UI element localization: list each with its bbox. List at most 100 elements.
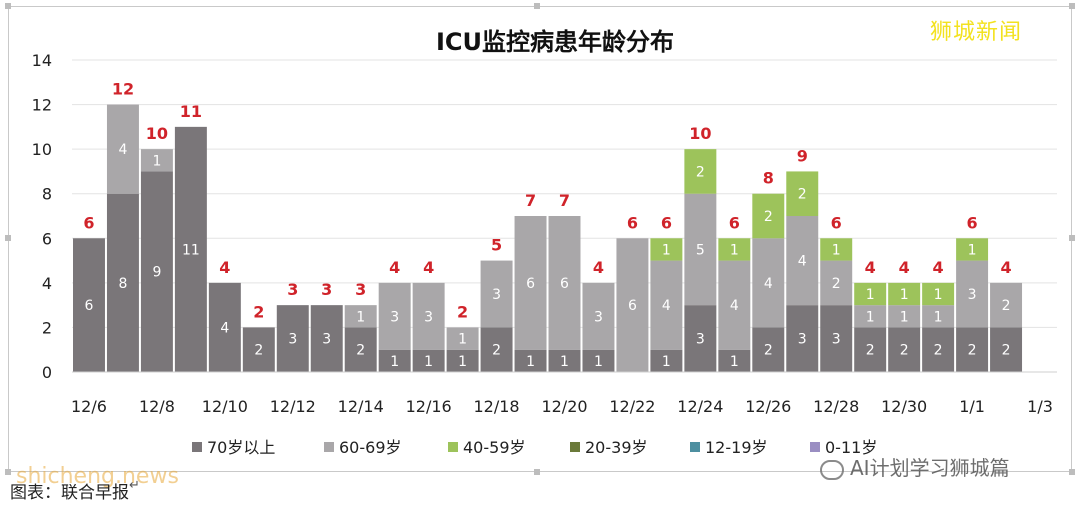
segment-value-label: 2 [764, 343, 773, 359]
segment-value-label: 1 [900, 287, 909, 303]
bar-segment [650, 349, 683, 372]
segment-value-label: 1 [662, 242, 671, 258]
bar-segment [718, 349, 751, 372]
bar-segment [344, 305, 377, 328]
total-value-label: 4 [1000, 258, 1011, 277]
bar-segment [854, 282, 887, 306]
segment-value-label: 11 [182, 242, 200, 258]
x-tick-label: 12/26 [745, 397, 791, 416]
bar-segment [548, 216, 581, 350]
segment-value-label: 3 [968, 287, 977, 303]
source-caption: 图表：联合早报↵ [10, 478, 140, 503]
resize-handle-right[interactable] [1069, 235, 1075, 241]
x-tick-label: 12/16 [406, 397, 452, 416]
segment-value-label: 1 [730, 242, 739, 258]
legend-label: 70岁以上 [207, 438, 275, 457]
bar-segment [854, 327, 887, 372]
total-value-label: 6 [967, 213, 978, 232]
resize-handle-bottom-right[interactable] [1069, 469, 1075, 475]
bar-segment [956, 238, 989, 261]
bar-segment [650, 238, 683, 261]
total-value-label: 2 [457, 302, 468, 321]
segment-value-label: 2 [832, 276, 841, 292]
legend-swatch [324, 442, 334, 452]
bar-segment [378, 349, 411, 372]
resize-handle-top-right[interactable] [1069, 3, 1075, 9]
bar-segment [106, 104, 139, 194]
chart-title: ICU监控病患年龄分布 [436, 28, 674, 56]
resize-handle-top-left[interactable] [5, 3, 11, 9]
segment-value-label: 1 [866, 309, 875, 325]
segment-value-label: 6 [526, 276, 535, 292]
bar-segment [752, 327, 785, 372]
y-tick-label: 2 [42, 318, 52, 337]
bar-segment [514, 216, 547, 350]
resize-handle-left[interactable] [5, 235, 11, 241]
bar-segment [718, 238, 751, 261]
x-tick-label: 12/8 [139, 397, 175, 416]
bar-segment [820, 238, 853, 261]
wechat-watermark-text: AI计划学习狮城篇 [850, 456, 1010, 480]
bar-segment [888, 327, 921, 372]
bar-segment [990, 327, 1023, 372]
bar-segment [786, 305, 819, 372]
segment-value-label: 2 [696, 164, 705, 180]
bar-segment [582, 282, 615, 350]
total-value-label: 5 [491, 236, 502, 255]
wechat-watermark: AI计划学习狮城篇 [820, 452, 1010, 481]
y-tick-label: 0 [42, 363, 52, 382]
bar-segment [548, 349, 581, 372]
segment-value-label: 1 [594, 354, 603, 370]
x-tick-label: 12/6 [71, 397, 107, 416]
total-value-label: 6 [83, 213, 94, 232]
segment-value-label: 4 [798, 254, 807, 270]
total-value-label: 4 [593, 258, 604, 277]
segment-value-label: 2 [1002, 298, 1011, 314]
total-value-label: 10 [689, 124, 711, 143]
resize-handle-bottom[interactable] [534, 469, 540, 475]
resize-handle-top[interactable] [534, 3, 540, 9]
segment-value-label: 1 [968, 242, 977, 258]
total-value-label: 4 [865, 258, 876, 277]
segment-value-label: 1 [526, 354, 535, 370]
legend-swatch [570, 442, 580, 452]
bar-segment [310, 305, 343, 372]
bar-segment [888, 305, 921, 328]
bar-segment [378, 282, 411, 350]
bar-segment [412, 349, 445, 372]
bar-segment [684, 305, 717, 372]
segment-value-label: 3 [424, 309, 433, 325]
total-value-label: 3 [287, 280, 298, 299]
total-value-label: 7 [525, 191, 536, 210]
bars: 6684129110111144223333213134134112235167… [73, 80, 1023, 372]
segment-value-label: 5 [696, 242, 705, 258]
bar-segment [718, 260, 751, 350]
total-value-label: 3 [355, 280, 366, 299]
segment-value-label: 4 [220, 320, 229, 336]
y-tick-label: 10 [32, 140, 52, 159]
bar-segment [854, 305, 887, 328]
segment-value-label: 4 [730, 298, 739, 314]
segment-value-label: 3 [832, 332, 841, 348]
segment-value-label: 2 [866, 343, 875, 359]
segment-value-label: 3 [594, 309, 603, 325]
bar-segment [684, 193, 717, 306]
watermark-logo-text: 狮城新闻 [930, 20, 1023, 45]
total-value-label: 10 [146, 124, 168, 143]
bar-segment [514, 349, 547, 372]
legend-swatch [192, 442, 202, 452]
bar-segment [922, 327, 955, 372]
segment-value-label: 2 [356, 343, 365, 359]
y-tick-label: 4 [42, 274, 52, 293]
bar-segment [922, 305, 955, 328]
segment-value-label: 3 [390, 309, 399, 325]
segment-value-label: 4 [662, 298, 671, 314]
bar-segment [73, 238, 105, 372]
segment-value-label: 1 [662, 354, 671, 370]
segment-value-label: 8 [118, 276, 127, 292]
bar-segment [344, 327, 377, 372]
segment-value-label: 3 [798, 332, 807, 348]
segment-value-label: 2 [254, 343, 263, 359]
resize-handle-bottom-left[interactable] [5, 469, 11, 475]
